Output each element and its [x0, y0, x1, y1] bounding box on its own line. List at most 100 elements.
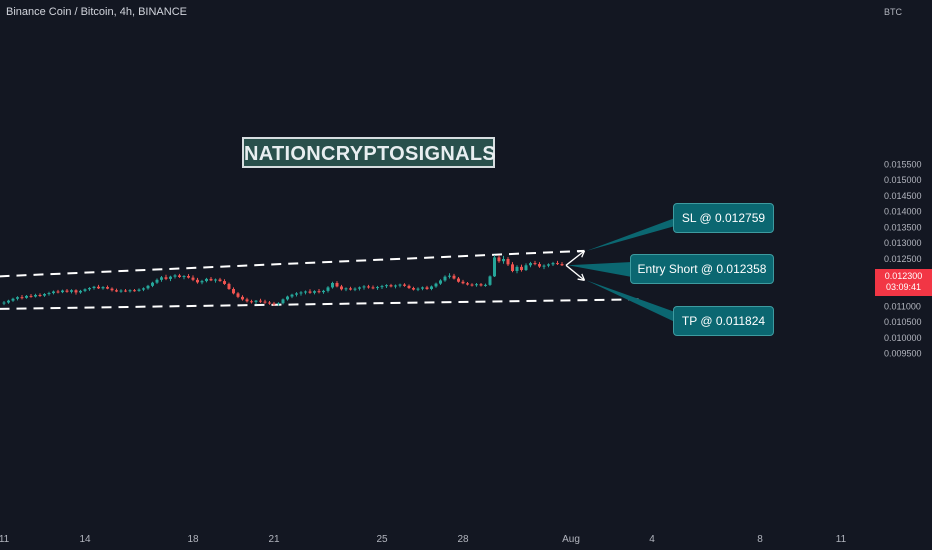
candle [407, 284, 411, 289]
candle [20, 294, 24, 300]
candle [250, 299, 253, 304]
candle-body [407, 285, 411, 289]
candle [155, 278, 159, 284]
candle-body [133, 290, 136, 292]
candle-body [124, 290, 127, 292]
candle-body [232, 288, 235, 294]
candle [169, 275, 172, 282]
candle-body [115, 290, 118, 292]
x-tick-label: 28 [457, 534, 469, 545]
candle [281, 298, 285, 305]
candle-body [515, 266, 519, 271]
candle-body [488, 276, 492, 285]
candle-body [182, 276, 186, 278]
candle [403, 283, 406, 287]
candle [466, 282, 469, 286]
candle [16, 296, 19, 301]
candle [25, 294, 28, 299]
take-profit-callout[interactable]: TP @ 0.011824 [673, 306, 774, 336]
candle-body [358, 287, 361, 289]
candle-body [340, 286, 343, 290]
candle [506, 257, 510, 266]
candle [245, 297, 249, 303]
candle-body [83, 289, 87, 291]
candle-body [389, 285, 393, 287]
candle-body [556, 263, 559, 265]
candle [133, 288, 136, 292]
candle-body [551, 263, 555, 265]
candle-body [151, 282, 154, 286]
candle-body [371, 287, 375, 289]
candle [371, 285, 375, 290]
candle-body [281, 299, 285, 304]
entry-short-callout[interactable]: Entry Short @ 0.012358 [630, 254, 774, 284]
stop-loss-callout[interactable]: SL @ 0.012759 [673, 203, 774, 233]
candle-body [362, 286, 366, 288]
channel-upper-line [0, 249, 585, 278]
candle-body [142, 288, 145, 290]
candle [259, 298, 262, 303]
candle-body [164, 277, 168, 279]
candle [493, 255, 496, 277]
candle-body [412, 288, 415, 290]
candle [457, 276, 460, 283]
candle-body [403, 284, 406, 286]
candle-body [223, 281, 226, 284]
candle [79, 289, 82, 294]
candle-body [367, 286, 370, 288]
candle-body [425, 287, 429, 289]
candle [97, 284, 100, 289]
candle-body [65, 290, 69, 292]
candle-body [61, 290, 64, 293]
y-tick-label: 0.014000 [884, 207, 922, 217]
x-tick-label: 25 [376, 534, 388, 545]
candle-body [448, 275, 451, 277]
candle-body [146, 285, 150, 289]
y-tick-label: 0.009500 [884, 349, 922, 359]
candle [475, 282, 478, 287]
candle-body [529, 263, 532, 266]
candle-body [7, 300, 10, 303]
candle-body [92, 286, 96, 289]
candle-body [304, 291, 307, 293]
candle [160, 276, 163, 282]
candle [196, 277, 199, 284]
candle [344, 287, 348, 292]
candle [529, 261, 532, 268]
candle-body [308, 291, 312, 293]
y-tick-label: 0.014500 [884, 191, 922, 201]
candle [74, 289, 78, 295]
candle-body [457, 278, 460, 282]
candle-body [263, 301, 267, 303]
candle [304, 290, 307, 295]
arrow-to-sl [565, 250, 586, 266]
candle-body [52, 291, 55, 294]
candle [286, 295, 289, 301]
candle [110, 287, 114, 292]
candle [214, 278, 217, 283]
candle-body [97, 286, 100, 289]
candle [227, 282, 231, 290]
candle [142, 287, 145, 292]
candle [182, 275, 186, 280]
candle [524, 263, 528, 271]
candle-body [353, 288, 357, 290]
candle [263, 299, 267, 304]
candle [520, 264, 523, 272]
trade-arrows [565, 218, 675, 322]
candle [340, 284, 343, 291]
y-tick-label: 0.012500 [884, 254, 922, 264]
candle-body [326, 287, 330, 291]
candle [92, 285, 96, 290]
candle [326, 286, 330, 293]
candle [439, 279, 442, 285]
candle-body [380, 286, 384, 288]
candle-body [245, 299, 249, 302]
candle [7, 299, 10, 304]
candle-body [29, 295, 33, 297]
candle [380, 284, 384, 289]
candle [29, 294, 33, 298]
x-tick-label: 18 [187, 534, 199, 545]
candle-body [475, 284, 478, 286]
